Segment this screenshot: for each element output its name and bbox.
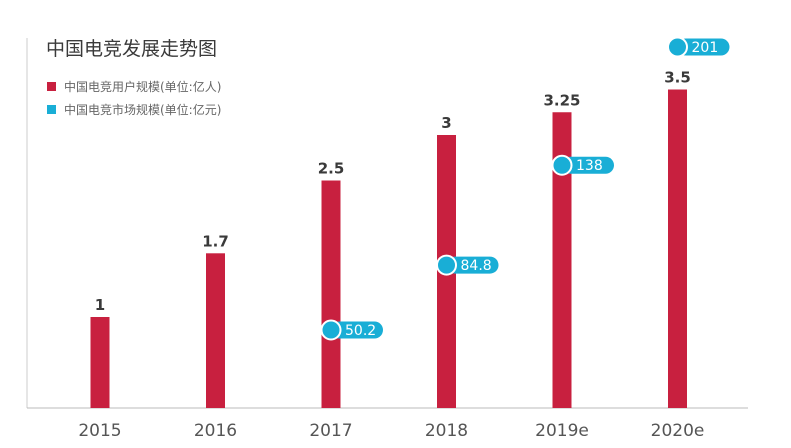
bubble-dot-2017 <box>320 319 342 341</box>
bubble-value-label-2019e: 138 <box>576 158 603 174</box>
bar-2016 <box>206 253 225 408</box>
x-tick-labels: 2015 2016 2017 2018 2019e 2020e <box>78 421 704 441</box>
bubble-value-label-2017: 50.2 <box>345 323 376 339</box>
bubble-pill-2018 <box>446 256 499 274</box>
bar-2017 <box>321 180 341 408</box>
bubble-dot-2020e <box>667 36 688 58</box>
bubbles-layer: 50.2 84.8 138 201 <box>320 36 730 341</box>
bar-value-label-2018: 3 <box>441 114 451 132</box>
bubble-pill-2020e <box>677 38 730 56</box>
bar-value-label-2019e: 3.25 <box>543 91 580 109</box>
x-tick-label-2017: 2017 <box>309 421 352 441</box>
bubble-2020e: 201 <box>667 36 730 58</box>
bubble-pill-2017 <box>331 321 383 339</box>
bar-2019e <box>552 112 572 408</box>
legend-swatch-user-scale <box>47 82 56 91</box>
x-tick-label-2015: 2015 <box>78 421 121 441</box>
x-tick-label-2019e: 2019e <box>535 421 589 441</box>
bubble-value-label-2018: 84.8 <box>461 258 492 274</box>
x-tick-label-2020e: 2020e <box>651 421 705 441</box>
bars-layer <box>90 89 687 408</box>
bar-value-label-2016: 1.7 <box>202 232 229 250</box>
bubble-2018: 84.8 <box>436 254 499 276</box>
legend-label-user-scale: 中国电竞用户规模(单位:亿人) <box>64 79 221 94</box>
bubble-value-label-2020e: 201 <box>692 40 719 56</box>
bubble-2019e: 138 <box>551 154 614 176</box>
bubble-pill-2019e <box>562 156 614 174</box>
legend-swatch-market-scale <box>47 105 56 114</box>
bubble-dot-2018 <box>436 254 457 276</box>
chart-title: 中国电竞发展走势图 <box>46 38 217 60</box>
bar-value-label-2017: 2.5 <box>318 160 345 178</box>
bubble-dot-2019e <box>551 154 573 176</box>
x-tick-label-2016: 2016 <box>194 421 237 441</box>
bar-labels-layer: 1 1.7 2.5 3 3.25 3.5 <box>95 69 691 315</box>
x-tick-label-2018: 2018 <box>425 421 468 441</box>
bar-value-label-2020e: 3.5 <box>664 69 691 87</box>
bar-value-label-2015: 1 <box>95 296 105 314</box>
legend: 中国电竞用户规模(单位:亿人) 中国电竞市场规模(单位:亿元) <box>47 79 221 117</box>
bar-2015 <box>90 317 110 408</box>
legend-label-market-scale: 中国电竞市场规模(单位:亿元) <box>64 102 221 117</box>
bar-2020e <box>668 89 687 408</box>
bubble-2017: 50.2 <box>320 319 383 341</box>
